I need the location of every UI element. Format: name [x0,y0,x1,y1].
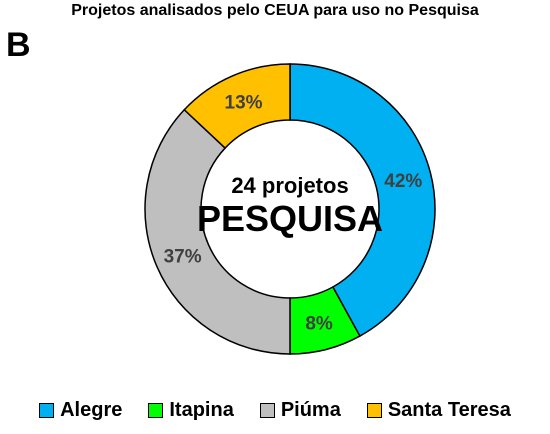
slice-label-alegre: 42% [384,171,422,192]
center-count-label: 24 projetos [231,173,348,198]
chart-title: Projetos analisados pelo CEUA para uso n… [71,2,479,19]
legend-swatch [366,403,382,418]
legend-swatch [259,403,275,418]
slice-label-santa-teresa: 13% [225,93,263,114]
slice-pi-ma [144,108,291,355]
slice-label-itapina: 8% [305,313,333,334]
slice-alegre [289,63,436,338]
legend-label: Itapina [169,399,234,421]
legend-swatch [148,403,164,418]
legend-item: Piúma [259,399,341,422]
legend-swatch [39,403,55,418]
legend: Alegre Itapina Piúma Santa Teresa [0,399,550,422]
legend-label: Alegre [60,399,123,421]
legend-label: Piúma [280,399,341,421]
center-category-label: PESQUISA [197,198,383,239]
legend-item: Santa Teresa [366,399,511,422]
slice-santa-teresa [183,63,291,150]
legend-item: Itapina [148,399,234,422]
panel-label: B [6,26,31,64]
slice-label-pi-ma: 37% [164,246,202,267]
legend-label: Santa Teresa [387,399,511,421]
legend-item: Alegre [39,399,122,422]
